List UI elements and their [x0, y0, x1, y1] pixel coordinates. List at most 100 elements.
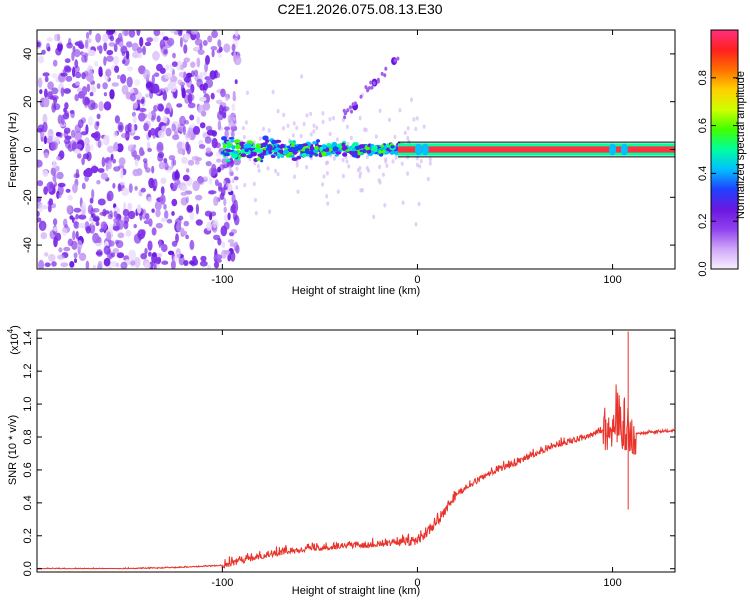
noise-blob: [74, 130, 82, 142]
faint-blob: [266, 166, 270, 171]
noise-blob: [128, 183, 133, 194]
faint-blob: [242, 134, 246, 140]
faint-blob: [322, 174, 326, 179]
noise-blob: [168, 155, 176, 161]
ridge-blob: [354, 150, 358, 155]
noise-blob: [160, 186, 165, 195]
harmonic-blob: [351, 102, 355, 107]
y-tick-label: 1.4: [22, 331, 34, 346]
noise-blob: [106, 231, 112, 243]
ridge-blob: [335, 151, 342, 155]
noise-blob: [98, 45, 103, 54]
noise-blob: [40, 232, 48, 240]
ridge-blob: [290, 147, 295, 151]
noise-blob: [107, 30, 116, 35]
faint-blob: [349, 135, 353, 141]
noise-blob: [178, 30, 183, 37]
noise-blob: [143, 69, 151, 80]
noise-blob: [64, 140, 72, 149]
noise-blob: [75, 168, 80, 179]
ridge-blob: [270, 155, 276, 158]
noise-blob: [60, 72, 68, 77]
noise-blob: [74, 258, 77, 264]
faint-blob: [253, 161, 257, 166]
noise-blob: [147, 240, 153, 251]
noise-blob: [145, 213, 150, 221]
noise-blob: [48, 253, 56, 262]
noise-blob: [186, 72, 193, 79]
faint-blob: [299, 133, 303, 139]
noise-blob: [106, 55, 114, 62]
noise-blob: [213, 261, 220, 269]
noise-blob: [164, 72, 172, 80]
noise-blob: [84, 175, 89, 182]
noise-blob: [203, 175, 208, 180]
y-tick-label: 0.0: [22, 561, 34, 576]
snr-panel: -100 0 100 0.0 0.2 0.4 0.6 0.8 1.0 1.2 1.4 Height …: [6, 325, 676, 597]
noise-blob: [216, 72, 221, 78]
harmonic-blob: [359, 94, 363, 99]
noise-blob: [42, 169, 49, 177]
snr-scale-exponent: 4: [6, 328, 15, 333]
noise-blob: [73, 148, 81, 154]
noise-blob: [136, 30, 141, 36]
noise-blob: [224, 126, 231, 131]
noise-blob: [189, 239, 195, 251]
noise-blob: [109, 89, 115, 100]
noise-blob: [138, 112, 146, 122]
noise-blob: [127, 210, 136, 220]
noise-blob: [88, 30, 92, 36]
faint-blob: [367, 168, 371, 173]
faint-blob: [246, 90, 249, 96]
noise-blob: [230, 251, 236, 262]
noise-blob: [64, 102, 69, 110]
noise-blob: [161, 243, 168, 253]
noise-blob: [92, 264, 97, 269]
noise-blob: [151, 165, 155, 174]
noise-blob: [126, 41, 133, 48]
noise-blob: [208, 167, 217, 177]
faint-blob: [391, 159, 395, 164]
faint-blob: [393, 134, 397, 140]
noise-blob: [140, 98, 145, 105]
noise-blob: [102, 33, 109, 43]
noise-blob: [217, 53, 223, 58]
noise-blob: [90, 84, 96, 90]
noise-blob: [100, 221, 108, 231]
ridge-blob: [291, 157, 298, 162]
noise-blob: [120, 261, 128, 269]
noise-blob: [51, 87, 59, 95]
noise-blob: [152, 50, 160, 61]
noise-blob: [204, 210, 212, 217]
noise-blob: [131, 123, 135, 134]
noise-blob: [161, 125, 167, 131]
noise-blob: [160, 217, 168, 222]
faint-blob: [295, 159, 299, 165]
noise-blob: [52, 160, 56, 169]
faint-blob: [401, 200, 405, 205]
harmonic-blob: [370, 85, 374, 90]
noise-blob: [202, 40, 208, 46]
noise-blob: [69, 110, 75, 114]
noise-blob: [140, 253, 148, 260]
noise-blob: [190, 30, 198, 35]
noise-blob: [133, 144, 137, 149]
faint-blob: [358, 174, 362, 179]
noise-blob: [82, 96, 90, 106]
noise-blob: [220, 187, 226, 197]
noise-blob: [85, 226, 92, 234]
noise-blob: [73, 207, 82, 213]
noise-blob: [133, 102, 138, 109]
noise-blob: [66, 42, 73, 49]
noise-blob: [108, 42, 116, 47]
noise-blob: [150, 110, 157, 121]
ridge-blob: [288, 152, 294, 156]
noise-blob: [183, 57, 191, 63]
x-tick-label: -100: [211, 577, 233, 589]
noise-blob: [147, 112, 152, 120]
ridge-blob: [234, 144, 242, 150]
noise-blob: [121, 84, 129, 95]
noise-blob: [211, 137, 218, 149]
noise-blob: [132, 150, 138, 158]
noise-blob: [194, 38, 203, 46]
